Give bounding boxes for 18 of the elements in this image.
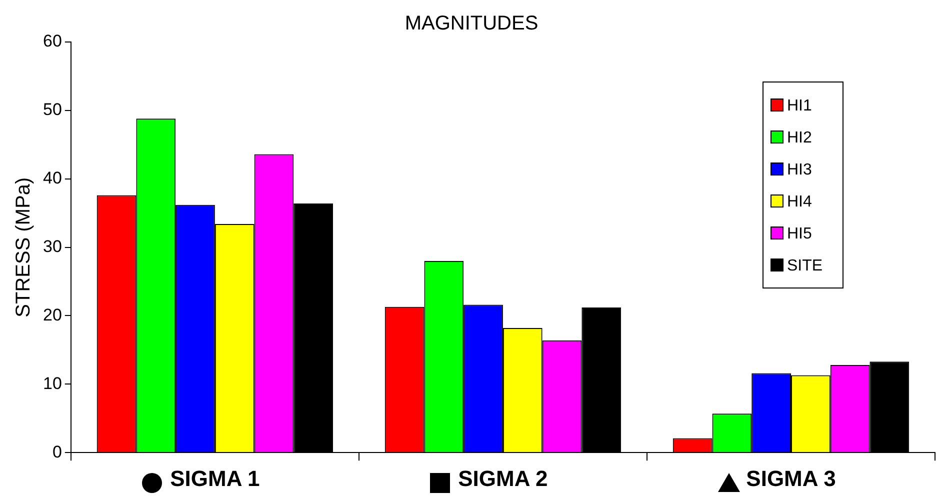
legend-label: HI3 [787, 161, 812, 178]
legend-label: HI5 [787, 225, 812, 242]
chart-title: MAGNITUDES [404, 12, 538, 35]
y-tick-label: 0 [52, 442, 62, 462]
legend-label: SITE [787, 257, 823, 274]
x-tick-label: SIGMA 1 [170, 466, 260, 491]
y-tick-label: 40 [42, 168, 62, 188]
x-tick-label: SIGMA 2 [458, 466, 548, 491]
y-tick-label: 10 [42, 374, 62, 393]
y-tick-label: 20 [42, 305, 62, 324]
legend-label: HI1 [787, 97, 812, 114]
y-tick-label: 50 [42, 100, 62, 120]
x-tick-label: SIGMA 3 [746, 466, 836, 491]
y-tick-label: 60 [42, 32, 62, 51]
y-tick-label: 30 [42, 236, 62, 256]
legend-label: HI2 [787, 129, 812, 146]
y-axis-title: STRESS (MPa) [12, 177, 35, 318]
legend-label: HI4 [787, 193, 812, 210]
